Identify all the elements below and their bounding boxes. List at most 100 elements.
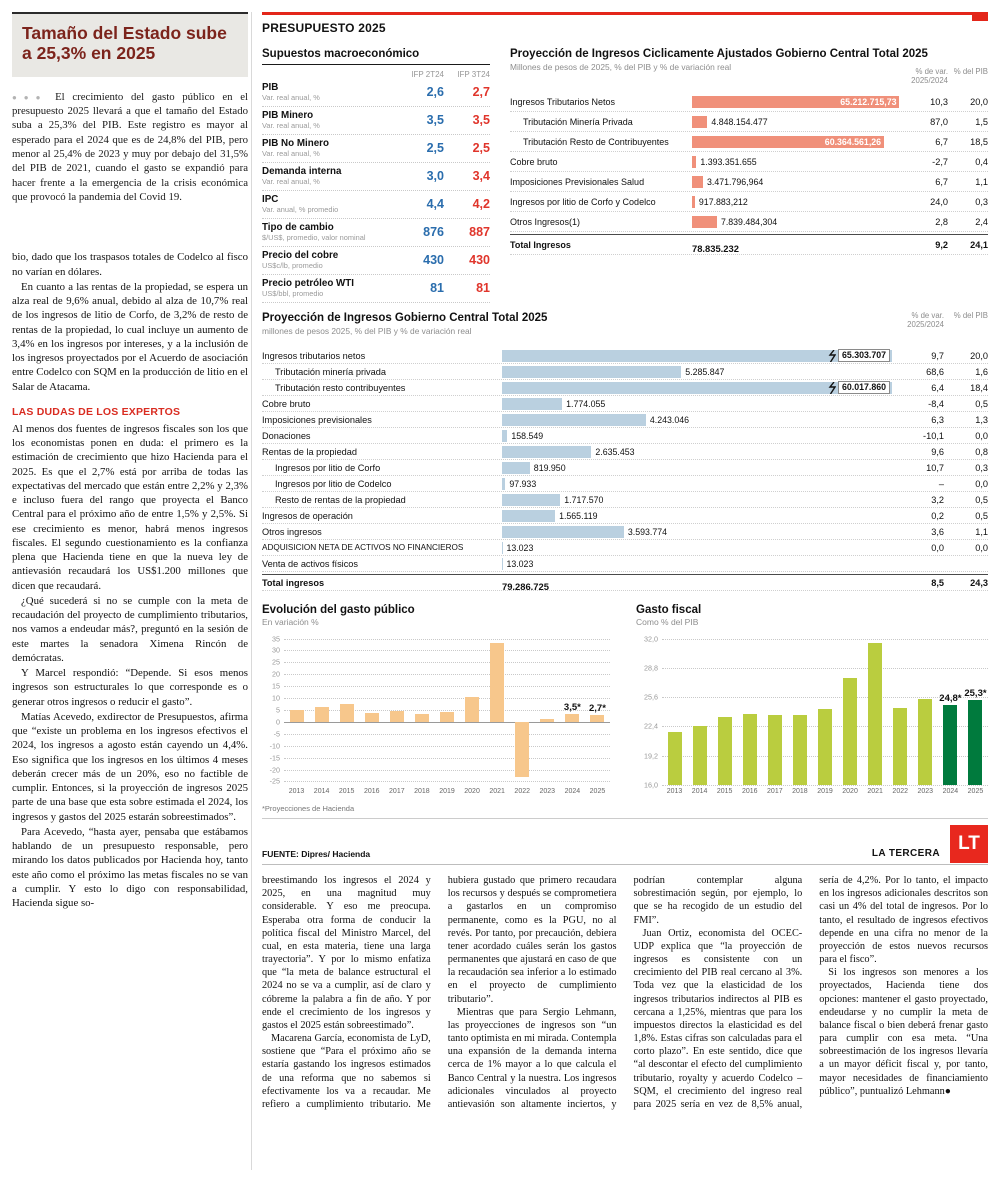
gridline <box>284 769 610 771</box>
value-bar <box>692 215 717 228</box>
macro-value-ifp2t24: 2,5 <box>426 141 444 155</box>
macro-row-labels: Precio petróleo WTI US$/bbl, promedio <box>262 278 398 298</box>
pib-value: 1,3 <box>975 414 988 425</box>
chart-bar <box>893 708 908 785</box>
macro-row-label: PIB <box>262 82 279 93</box>
pib-value: 0,3 <box>975 462 988 473</box>
row-label: ADQUISICION NETA DE ACTIVOS NO FINANCIER… <box>262 543 464 552</box>
income-table-row: Tributación Minería Privada 4.848.154.477… <box>510 112 988 132</box>
macro-row-sublabel: US$c/lb, promedio <box>262 261 323 270</box>
bar-value: 4.848.154.477 <box>711 116 768 127</box>
variation-value: 6,4 <box>931 382 944 393</box>
pib-value: 18,4 <box>970 382 988 393</box>
macro-value-ifp3t24: 2,5 <box>472 141 490 155</box>
charts-row: Evolución del gasto público En variación… <box>262 604 988 813</box>
macro-row-labels: PIB Minero Var. real anual, % <box>262 110 398 130</box>
income-table-row: Venta de activos físicos 13.023 <box>262 556 988 572</box>
macro-row-labels: Demanda interna Var. real anual, % <box>262 166 398 186</box>
axis-category-label: 2024 <box>564 788 581 795</box>
income-table-row: Cobre bruto 1.393.351.655 -2,7 0,4 <box>510 152 988 172</box>
bar-value-label: 25,3* <box>964 687 987 699</box>
income-table-row: Ingresos por litio de Corfo 819.950 10,7 0,… <box>262 460 988 476</box>
chart-plot: 32,0 28,8 25,6 22,4 19,2 16,0 2013 2014 2015 2016… <box>636 634 988 799</box>
variation-value: 68,6 <box>926 366 944 377</box>
axis-tick-label: 28,8 <box>644 663 658 673</box>
value-bar <box>692 195 695 208</box>
row-label: Donaciones <box>262 430 311 441</box>
chart-bar <box>389 710 404 722</box>
top-right-red-tab <box>972 12 988 21</box>
bar-zone: 1.774.055 <box>502 397 892 410</box>
row-label: Ingresos de operación <box>262 510 353 521</box>
value-bar <box>502 525 624 538</box>
macro-table-row: Precio petróleo WTI US$/bbl, promedio 81 81 <box>262 275 490 303</box>
variation-value: 0,0 <box>931 542 944 553</box>
macro-row-label: Precio del cobre <box>262 250 339 261</box>
axis-tick-label: -5 <box>273 729 280 739</box>
pib-value: 1,1 <box>975 526 988 537</box>
column-header-ifp3t24: IFP 3T24 <box>457 70 490 79</box>
macro-row-label: PIB Minero <box>262 110 314 121</box>
variation-value: 6,7 <box>935 136 948 147</box>
article-paragraph: Juan Ortiz, economista del OCEC-UDP expl… <box>633 875 989 1110</box>
bar-value-chip: 65.303.707 <box>828 349 890 362</box>
axis-tick-label: 35 <box>272 634 280 644</box>
bar-zone: 13.023 <box>502 541 892 554</box>
bar-zone: 917.883,212 <box>692 195 902 208</box>
macro-value-ifp2t24: 2,6 <box>426 85 444 99</box>
chart-bar <box>667 731 682 785</box>
bar-value-label: 2,7* <box>589 703 606 715</box>
macro-row-label: IPC <box>262 194 279 205</box>
value-bar <box>502 429 508 442</box>
macro-assumptions-table: Supuestos macroeconómico IFP 2T24 IFP 3T… <box>262 48 490 303</box>
income-table-row: Tributación Resto de Contribuyentes 60.36… <box>510 132 988 152</box>
bar-value: 1.717.570 <box>564 494 604 505</box>
chart-bar <box>439 711 454 722</box>
column-header-variation: % de var. 2025/2024 <box>907 311 944 329</box>
central-rows: Ingresos tributarios netos 65.303.707 9,7 2… <box>262 348 988 572</box>
bar-zone: 7.839.484,304 <box>692 215 902 228</box>
macro-value-ifp2t24: 430 <box>423 253 444 267</box>
macro-table-row: Demanda interna Var. real anual, % 3,0 3,4 <box>262 163 490 191</box>
article-paragraph: Matías Acevedo, exdirector de Presupuest… <box>12 710 248 823</box>
row-label: Tributación minería privada <box>275 366 386 377</box>
row-label: Cobre bruto <box>262 398 311 409</box>
axis-category-label: 2021 <box>867 788 883 795</box>
bar-value: 65.303.707 <box>837 349 890 362</box>
axis-tick-label: 30 <box>272 645 280 655</box>
variation-value: 9,7 <box>931 350 944 361</box>
source-row: FUENTE: Dipres/ Hacienda LA TERCERA LT <box>262 818 988 863</box>
bar-zone: 60.017.860 <box>502 381 892 394</box>
axis-category-label: 2015 <box>338 788 355 795</box>
axis-category-label: 2015 <box>716 788 733 795</box>
bar-value: 3.593.774 <box>627 526 668 537</box>
bar-zone: 4.848.154.477 <box>692 115 902 128</box>
lead-bullets: ●●● <box>12 92 48 102</box>
axis-category-label: 2022 <box>892 788 908 795</box>
axis-tick-label: 0 <box>276 717 280 727</box>
article-body-1: bio, dado que los traspasos totales de C… <box>12 250 248 394</box>
public-spending-chart: Evolución del gasto público En variación… <box>262 604 610 813</box>
variation-value: -2,7 <box>932 156 948 167</box>
macro-value-ifp2t24: 81 <box>430 281 444 295</box>
chart-bar <box>565 713 580 722</box>
chart-bar <box>465 697 480 722</box>
chart-bar <box>590 715 605 722</box>
chart-bar <box>414 713 429 722</box>
bar-value-label: 24,8* <box>939 692 962 704</box>
income-table-row: Resto de rentas de la propiedad 1.717.570… <box>262 492 988 508</box>
value-bar <box>692 155 697 168</box>
article-headline: Tamaño del Estado sube a 25,3% en 2025 <box>22 23 227 64</box>
pib-value: 0,4 <box>975 156 988 167</box>
fiscal-spending-chart: Gasto fiscal Como % del PIB 32,0 28,8 25,6… <box>636 604 988 813</box>
macro-value-ifp3t24: 2,7 <box>472 85 490 99</box>
bar-value: 13.023 <box>506 542 534 553</box>
chart-bar <box>314 706 329 722</box>
row-label: Ingresos tributarios netos <box>262 350 366 361</box>
chart-bar <box>943 704 958 785</box>
value-bar <box>502 381 892 394</box>
gridline <box>284 638 610 640</box>
bar-value: 3.471.796,964 <box>707 176 764 187</box>
axis-tick-label: 22,4 <box>644 721 658 731</box>
